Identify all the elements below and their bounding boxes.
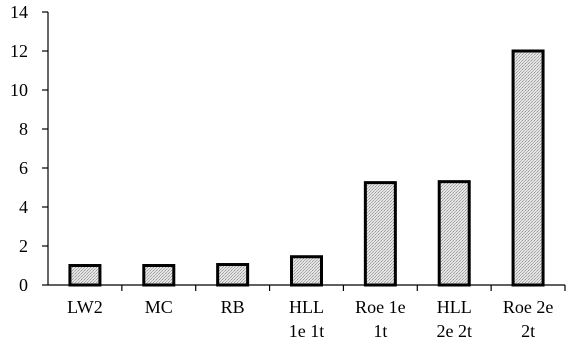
x-tick-label-line: HLL [289,297,324,317]
y-tick-label: 12 [10,41,28,61]
bar [511,49,545,287]
x-tick-label-line: LW2 [67,297,103,317]
bar [437,180,471,287]
x-tick-label: Roe 2e 2t [503,297,553,341]
x-tick-label: Roe 1e 1t [355,297,405,341]
x-axis: LW2 MC RB HLL 1e 1t Roe 1e 1t HLL 2e 2t Roe 2e 2t [48,284,566,341]
y-tick-label: 2 [19,236,28,256]
x-tick-label-line: Roe 1e [355,297,405,317]
x-tick-label-line: 2e 2t [436,321,472,341]
y-tick-label: 4 [19,197,28,217]
x-tick-label-line: HLL [437,297,472,317]
y-tick-label: 0 [19,275,28,295]
x-tick-label-line: MC [145,297,173,317]
bars [68,49,545,287]
y-tick-label: 6 [19,158,28,178]
bar [68,264,102,287]
x-tick-label-line: 2t [521,321,535,341]
y-tick-label: 8 [19,119,28,139]
x-tick-label: MC [145,297,173,317]
x-tick-label: HLL 2e 2t [436,297,472,341]
y-tick-label: 10 [10,80,28,100]
bar [216,263,250,287]
bar [363,181,397,287]
x-tick-label-line: 1e 1t [289,321,325,341]
y-tick-label: 14 [10,2,28,22]
x-tick-label: RB [221,297,245,317]
bar [290,255,323,287]
y-axis: 0 2 4 6 8 10 12 14 [10,2,49,295]
x-tick-label-line: RB [221,297,245,317]
x-tick-label-line: 1t [373,321,387,341]
x-tick-label: LW2 [67,297,103,317]
bar [142,264,176,287]
x-tick-label: HLL 1e 1t [289,297,325,341]
x-tick-label-line: Roe 2e [503,297,553,317]
